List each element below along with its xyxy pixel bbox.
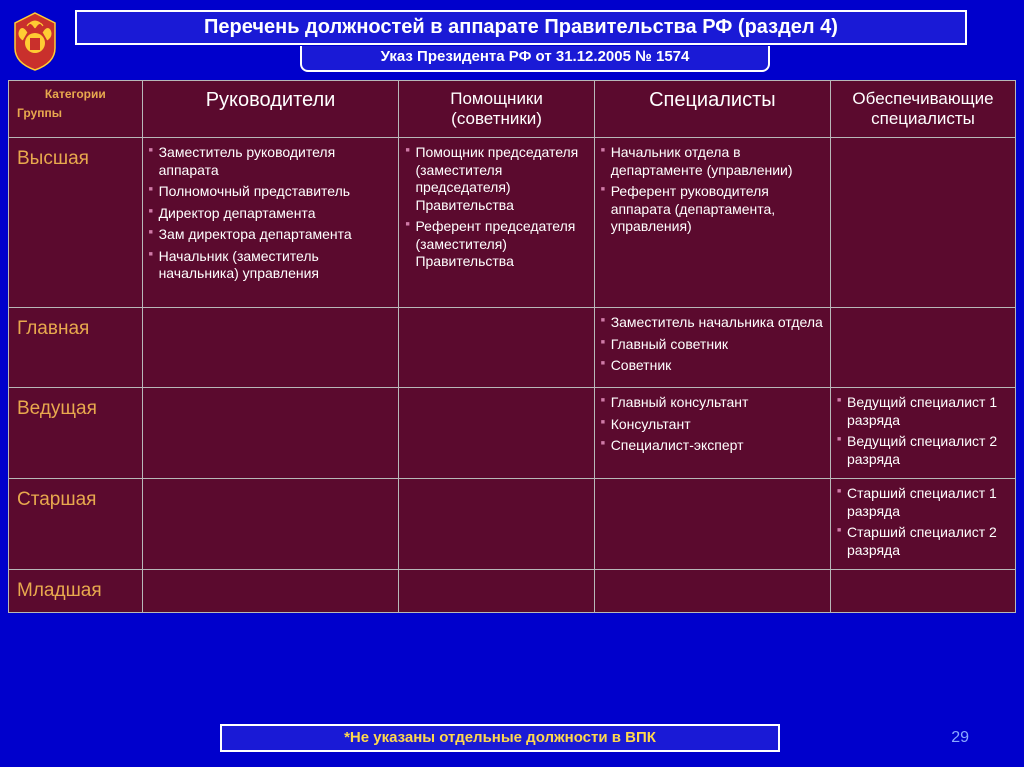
cell-helpers [399, 388, 594, 479]
page-title: Перечень должностей в аппарате Правитель… [204, 16, 838, 38]
cell-support: Ведущий специалист 1 разряда Ведущий спец… [831, 388, 1016, 479]
cell-specialists: Главный консультант Консультант Специалист… [594, 388, 830, 479]
cell-leaders: Заместитель руководителя аппарата Полномо… [142, 138, 399, 308]
cell-helpers: Помощник председателя (заместителя предс… [399, 138, 594, 308]
list-item: Начальник (заместитель начальника) управ… [149, 248, 393, 283]
list-item: Ведущий специалист 1 разряда [837, 394, 1009, 429]
row-label: Ведущая [9, 388, 143, 479]
page-subtitle: Указ Президента РФ от 31.12.2005 № 1574 [381, 48, 690, 65]
list-item: Советник [601, 357, 824, 375]
cell-specialists: Заместитель начальника отдела Главный сов… [594, 308, 830, 388]
list-item: Консультант [601, 416, 824, 434]
row-label: Главная [9, 308, 143, 388]
col-header-specialists: Специалисты [594, 81, 830, 138]
list-item: Помощник председателя (заместителя предс… [405, 144, 587, 214]
cell-support [831, 308, 1016, 388]
cell-support: Старший специалист 1 разряда Старший спец… [831, 479, 1016, 570]
corner-header: Категории Группы [9, 81, 143, 138]
cell-helpers [399, 570, 594, 613]
subtitle-bar: Указ Президента РФ от 31.12.2005 № 1574 [300, 46, 770, 72]
cell-helpers [399, 479, 594, 570]
positions-table: Категории Группы Руководители Помощники … [8, 80, 1016, 613]
list-item: Референт руководителя аппарата (департам… [601, 183, 824, 236]
table-row: Ведущая Главный консультант Консультант Спе… [9, 388, 1016, 479]
row-label: Высшая [9, 138, 143, 308]
col-header-leaders: Руководители [142, 81, 399, 138]
list-item: Зам директора департамента [149, 226, 393, 244]
cell-helpers [399, 308, 594, 388]
list-item: Главный советник [601, 336, 824, 354]
footnote-bar: *Не указаны отдельные должности в ВПК [220, 724, 780, 752]
cell-specialists [594, 570, 830, 613]
table-row: Младшая [9, 570, 1016, 613]
list-item: Старший специалист 2 разряда [837, 524, 1009, 559]
list-item: Референт председателя (заместителя) Прав… [405, 218, 587, 271]
row-label: Младшая [9, 570, 143, 613]
list-item: Директор департамента [149, 205, 393, 223]
list-item: Полномочный представитель [149, 183, 393, 201]
emblem-icon [5, 8, 65, 73]
col-header-support: Обеспечивающие специалисты [831, 81, 1016, 138]
footnote-text: *Не указаны отдельные должности в ВПК [344, 729, 656, 746]
table-row: ВысшаяЗаместитель руководителя аппарата П… [9, 138, 1016, 308]
list-item: Специалист-эксперт [601, 437, 824, 455]
list-item: Заместитель руководителя аппарата [149, 144, 393, 179]
row-label: Старшая [9, 479, 143, 570]
cell-leaders [142, 570, 399, 613]
table-row: Главная Заместитель начальника отдела Глав… [9, 308, 1016, 388]
list-item: Начальник отдела в департаменте (управле… [601, 144, 824, 179]
title-bar: Перечень должностей в аппарате Правитель… [75, 10, 967, 45]
cell-leaders [142, 479, 399, 570]
list-item: Заместитель начальника отдела [601, 314, 824, 332]
list-item: Главный консультант [601, 394, 824, 412]
cell-leaders [142, 388, 399, 479]
page-number: 29 [951, 729, 969, 747]
cell-support [831, 138, 1016, 308]
cell-leaders [142, 308, 399, 388]
list-item: Старший специалист 1 разряда [837, 485, 1009, 520]
cell-support [831, 570, 1016, 613]
col-header-helpers: Помощники (советники) [399, 81, 594, 138]
cell-specialists: Начальник отдела в департаменте (управле… [594, 138, 830, 308]
list-item: Ведущий специалист 2 разряда [837, 433, 1009, 468]
table-row: СтаршаяСтарший специалист 1 разрядаСтарш… [9, 479, 1016, 570]
cell-specialists [594, 479, 830, 570]
